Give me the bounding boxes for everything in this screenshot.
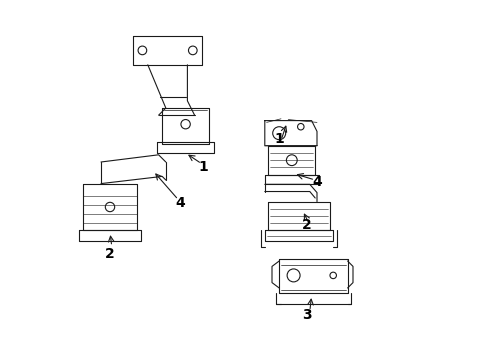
Text: 4: 4 [312,175,322,189]
Text: 3: 3 [302,308,312,322]
Text: 4: 4 [175,197,185,210]
Text: 2: 2 [302,218,312,232]
Text: 2: 2 [105,247,115,261]
Text: 1: 1 [274,132,284,145]
Text: 1: 1 [199,161,208,174]
